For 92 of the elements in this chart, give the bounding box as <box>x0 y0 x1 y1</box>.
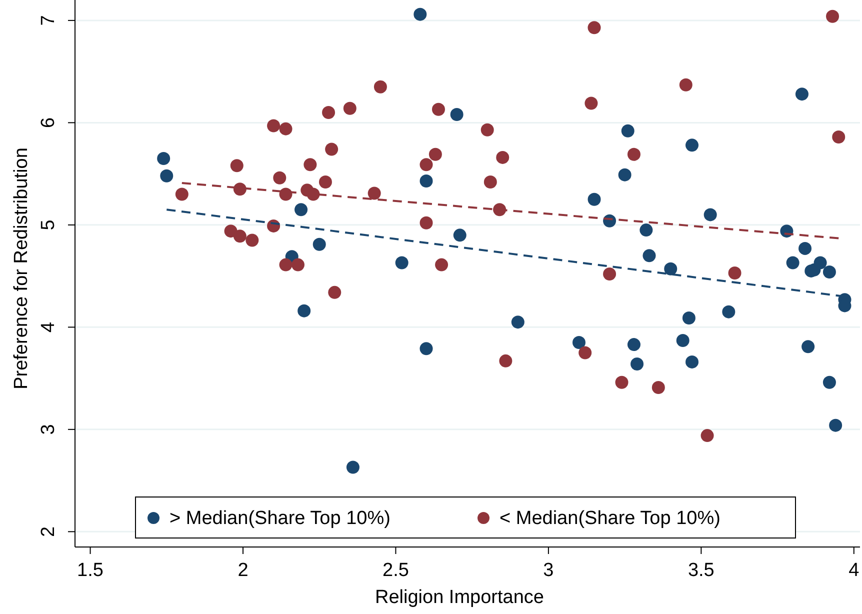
point <box>686 355 699 368</box>
point <box>279 122 292 136</box>
x-tick-label: 4 <box>848 560 860 582</box>
point <box>618 168 632 182</box>
point <box>802 340 815 354</box>
point <box>420 342 433 356</box>
point <box>786 256 800 270</box>
y-tick-label: 4 <box>38 321 60 332</box>
y-axis-title: Preference for Redistribution <box>11 148 32 390</box>
point <box>432 102 445 116</box>
point <box>374 80 387 94</box>
point <box>640 224 653 237</box>
point <box>160 169 174 182</box>
point <box>704 208 717 222</box>
point <box>484 175 497 188</box>
point <box>496 150 510 164</box>
point <box>615 376 628 389</box>
point <box>325 142 338 156</box>
legend-label: < Median(Share Top 10%) <box>500 508 720 530</box>
y-tick-label: 6 <box>38 117 60 128</box>
point <box>435 258 448 272</box>
y-tick-label: 3 <box>38 424 60 435</box>
point <box>679 78 692 92</box>
point <box>294 203 308 216</box>
point <box>450 108 464 122</box>
point <box>728 266 742 280</box>
point <box>306 188 320 201</box>
point <box>273 171 286 184</box>
x-tick-label: 2 <box>238 560 248 582</box>
point <box>428 148 442 161</box>
point <box>686 138 699 152</box>
point <box>453 228 466 242</box>
point <box>664 262 678 276</box>
y-tick-label: 5 <box>38 220 60 230</box>
point <box>676 334 690 347</box>
point <box>832 130 846 144</box>
point <box>343 102 356 115</box>
point <box>298 304 311 318</box>
point <box>304 158 317 172</box>
point <box>630 357 644 370</box>
point <box>700 429 714 442</box>
point <box>621 124 634 138</box>
y-tick-label: 7 <box>38 15 60 26</box>
point <box>395 256 408 270</box>
point <box>318 175 332 188</box>
point <box>642 249 656 262</box>
y-tick-label: 2 <box>38 526 60 537</box>
x-tick-label: 1.5 <box>77 560 104 582</box>
point <box>511 316 524 329</box>
point <box>328 286 342 299</box>
point <box>420 158 433 172</box>
point <box>722 305 736 318</box>
point <box>322 106 336 119</box>
point <box>233 230 246 243</box>
point <box>603 268 616 281</box>
point <box>627 148 640 161</box>
point <box>798 242 812 255</box>
point <box>312 238 326 251</box>
point <box>822 265 836 278</box>
point <box>246 234 259 247</box>
point <box>499 354 512 368</box>
point <box>682 311 696 324</box>
point <box>175 188 188 201</box>
x-tick-label: 2.5 <box>382 560 409 582</box>
x-tick-label: 3 <box>543 560 554 582</box>
legend-label: > Median(Share Top 10%) <box>170 508 390 530</box>
x-tick-label: 3.5 <box>688 560 714 582</box>
point <box>291 258 304 272</box>
point <box>588 192 601 206</box>
point <box>157 152 170 165</box>
point <box>652 381 665 394</box>
point <box>346 460 360 474</box>
point <box>627 338 640 352</box>
point <box>420 216 433 230</box>
point <box>279 258 292 272</box>
point <box>584 96 598 110</box>
point <box>588 21 601 34</box>
x-axis-title: Religion Importance <box>375 587 544 608</box>
point <box>572 336 586 350</box>
point <box>822 376 836 389</box>
point <box>368 186 381 200</box>
point <box>414 8 427 21</box>
point <box>420 174 433 188</box>
point <box>480 123 494 136</box>
point <box>578 346 592 360</box>
point <box>279 188 292 201</box>
point <box>829 418 842 432</box>
point <box>826 10 840 23</box>
point <box>795 88 808 101</box>
point <box>230 159 244 172</box>
point <box>267 119 280 132</box>
point <box>814 256 827 270</box>
